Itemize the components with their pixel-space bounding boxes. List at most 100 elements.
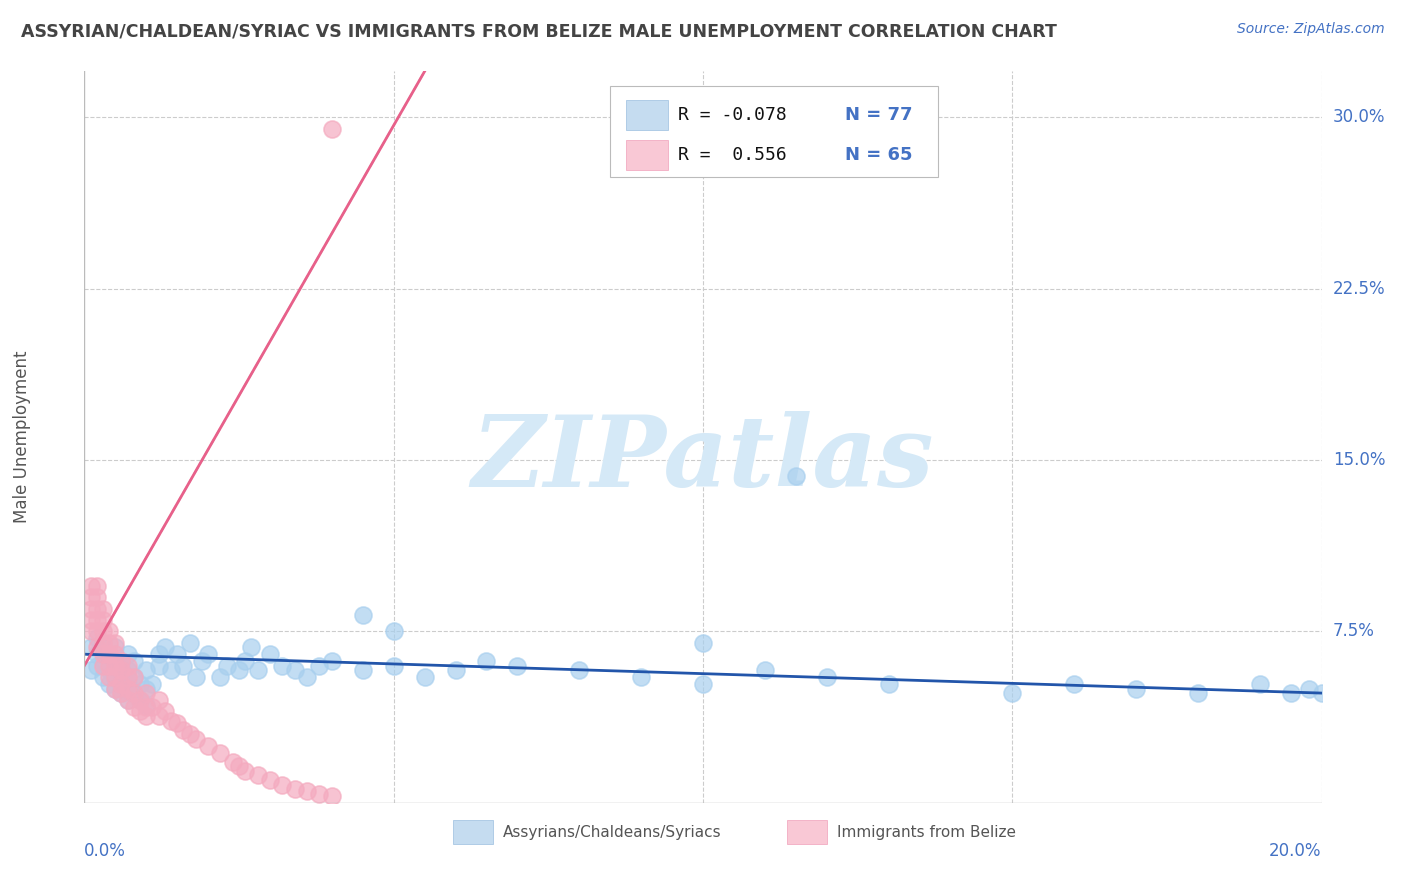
Point xyxy=(148,693,170,707)
Point xyxy=(86,647,108,661)
Point xyxy=(754,663,776,677)
Text: R = -0.078: R = -0.078 xyxy=(678,106,787,124)
Point xyxy=(79,579,101,593)
Point xyxy=(692,677,714,691)
Point xyxy=(506,658,529,673)
Text: Assyrians/Chaldeans/Syriacs: Assyrians/Chaldeans/Syriacs xyxy=(502,824,721,839)
Point xyxy=(160,663,183,677)
Point xyxy=(117,658,139,673)
Point xyxy=(321,121,343,136)
Text: N = 77: N = 77 xyxy=(845,106,912,124)
Text: 20.0%: 20.0% xyxy=(1270,842,1322,860)
Point xyxy=(209,746,232,760)
Point xyxy=(117,677,139,691)
Point xyxy=(122,670,145,684)
Point xyxy=(122,686,145,700)
Point xyxy=(104,670,127,684)
Point xyxy=(135,663,157,677)
Point xyxy=(91,601,114,615)
Point xyxy=(271,778,294,792)
Text: ASSYRIAN/CHALDEAN/SYRIAC VS IMMIGRANTS FROM BELIZE MALE UNEMPLOYMENT CORRELATION: ASSYRIAN/CHALDEAN/SYRIAC VS IMMIGRANTS F… xyxy=(21,22,1057,40)
Point xyxy=(166,647,188,661)
Point xyxy=(129,693,152,707)
Point xyxy=(209,670,232,684)
Point xyxy=(259,647,281,661)
Point xyxy=(98,647,121,661)
FancyBboxPatch shape xyxy=(626,139,668,170)
Point xyxy=(191,654,214,668)
Point xyxy=(122,670,145,684)
Point xyxy=(135,698,157,712)
Point xyxy=(259,772,281,787)
Point xyxy=(79,624,101,639)
Point xyxy=(222,755,245,769)
Point xyxy=(413,670,436,684)
Point xyxy=(153,640,176,655)
Point xyxy=(104,647,127,661)
Point xyxy=(141,699,163,714)
Point xyxy=(86,658,108,673)
Point xyxy=(246,663,269,677)
Point xyxy=(122,654,145,668)
Text: 15.0%: 15.0% xyxy=(1333,451,1385,469)
Point xyxy=(98,624,121,639)
Point xyxy=(98,647,121,661)
Text: Source: ZipAtlas.com: Source: ZipAtlas.com xyxy=(1237,22,1385,37)
Point xyxy=(179,727,201,741)
Point xyxy=(135,699,157,714)
Point xyxy=(1125,681,1147,696)
Point xyxy=(98,658,121,673)
Point xyxy=(382,624,405,639)
Point xyxy=(321,654,343,668)
Point xyxy=(166,715,188,730)
Point xyxy=(179,636,201,650)
Point xyxy=(172,723,194,737)
Point xyxy=(110,654,132,668)
Point xyxy=(110,654,132,668)
Point xyxy=(91,636,114,650)
Point xyxy=(184,731,207,746)
Point xyxy=(135,686,157,700)
Point xyxy=(197,739,219,753)
Point xyxy=(91,647,114,661)
Text: 0.0%: 0.0% xyxy=(84,842,127,860)
FancyBboxPatch shape xyxy=(787,820,827,845)
Point xyxy=(79,640,101,655)
Text: R =  0.556: R = 0.556 xyxy=(678,146,787,164)
Point xyxy=(117,647,139,661)
FancyBboxPatch shape xyxy=(626,100,668,130)
Point xyxy=(148,658,170,673)
Point xyxy=(104,640,127,655)
Point xyxy=(117,693,139,707)
Point xyxy=(444,663,467,677)
Text: ZIPatlas: ZIPatlas xyxy=(472,411,934,508)
Point xyxy=(284,663,307,677)
Point xyxy=(475,654,498,668)
Point xyxy=(141,677,163,691)
Point xyxy=(352,663,374,677)
Point xyxy=(98,677,121,691)
Point xyxy=(104,636,127,650)
Point xyxy=(91,636,114,650)
Point xyxy=(295,670,318,684)
Point xyxy=(568,663,591,677)
Point xyxy=(79,601,101,615)
Point xyxy=(271,658,294,673)
Point xyxy=(79,613,101,627)
Text: 22.5%: 22.5% xyxy=(1333,279,1385,298)
Point xyxy=(630,670,652,684)
Point xyxy=(91,613,114,627)
Point xyxy=(1298,681,1320,696)
Point xyxy=(321,789,343,803)
Point xyxy=(815,670,838,684)
Point xyxy=(148,647,170,661)
Point xyxy=(117,681,139,696)
Point xyxy=(233,654,256,668)
Point xyxy=(117,663,139,677)
Point xyxy=(148,709,170,723)
Point xyxy=(86,590,108,604)
Point xyxy=(117,693,139,707)
Point xyxy=(122,699,145,714)
Point xyxy=(86,601,108,615)
Text: Male Unemployment: Male Unemployment xyxy=(13,351,31,524)
